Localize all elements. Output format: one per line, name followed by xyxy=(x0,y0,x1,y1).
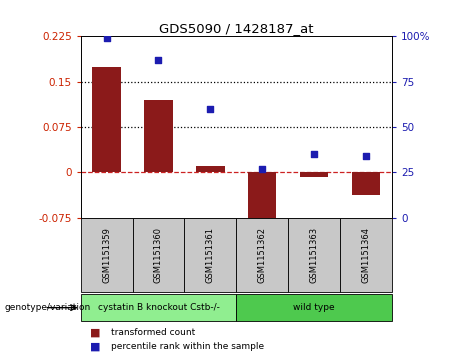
Point xyxy=(207,106,214,112)
Text: percentile rank within the sample: percentile rank within the sample xyxy=(111,342,264,351)
Point xyxy=(259,166,266,172)
Text: GSM1151363: GSM1151363 xyxy=(309,227,319,283)
Bar xyxy=(184,218,236,292)
Bar xyxy=(340,218,392,292)
Bar xyxy=(300,172,328,177)
Bar xyxy=(92,66,121,172)
Text: GSM1151362: GSM1151362 xyxy=(258,227,267,283)
Bar xyxy=(288,218,340,292)
Point xyxy=(310,151,318,157)
Point xyxy=(362,153,370,159)
Text: ■: ■ xyxy=(90,327,100,337)
Bar xyxy=(144,100,173,172)
Text: wild type: wild type xyxy=(293,303,335,312)
Bar xyxy=(236,294,392,321)
Text: GSM1151360: GSM1151360 xyxy=(154,227,163,283)
Bar xyxy=(133,218,184,292)
Text: GSM1151361: GSM1151361 xyxy=(206,227,215,283)
Title: GDS5090 / 1428187_at: GDS5090 / 1428187_at xyxy=(159,22,313,35)
Bar xyxy=(196,166,225,172)
Point xyxy=(103,35,110,41)
Bar xyxy=(248,172,277,218)
Bar xyxy=(352,172,380,195)
Text: cystatin B knockout Cstb-/-: cystatin B knockout Cstb-/- xyxy=(98,303,219,312)
Text: GSM1151364: GSM1151364 xyxy=(361,227,371,283)
Text: ■: ■ xyxy=(90,342,100,352)
Text: transformed count: transformed count xyxy=(111,328,195,337)
Text: GSM1151359: GSM1151359 xyxy=(102,227,111,283)
Bar xyxy=(81,294,236,321)
Text: genotype/variation: genotype/variation xyxy=(5,303,91,312)
Bar xyxy=(81,218,133,292)
Point xyxy=(155,57,162,63)
Bar xyxy=(236,218,288,292)
